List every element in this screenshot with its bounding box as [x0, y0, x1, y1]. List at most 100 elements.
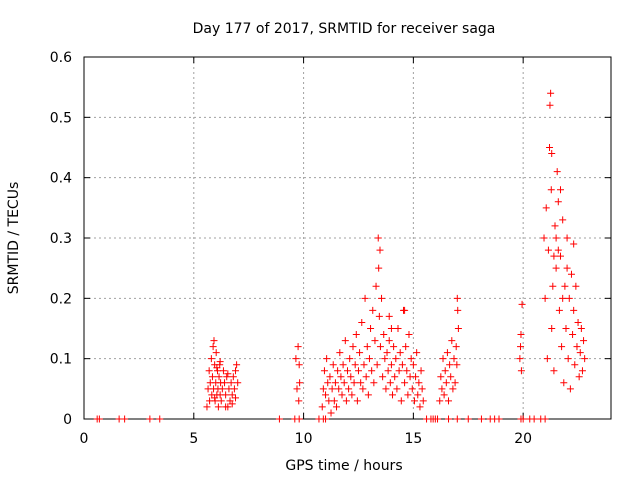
data-point	[495, 415, 503, 423]
data-point	[331, 379, 339, 387]
data-point	[392, 355, 400, 363]
data-point	[339, 361, 347, 369]
x-tick-label: 20	[514, 431, 532, 447]
data-point	[547, 89, 555, 97]
data-point	[293, 385, 301, 393]
data-point	[442, 379, 450, 387]
data-point	[295, 415, 303, 423]
data-point	[215, 373, 223, 381]
data-point	[275, 415, 283, 423]
data-point	[414, 391, 422, 399]
data-point	[570, 240, 578, 248]
data-point	[330, 397, 338, 405]
data-point	[350, 379, 358, 387]
chart-title: Day 177 of 2017, SRMTID for receiver sag…	[193, 21, 496, 37]
y-tick-label: 0.5	[50, 110, 72, 126]
data-point	[326, 373, 334, 381]
data-point	[454, 306, 462, 314]
data-point	[418, 385, 426, 393]
data-point	[228, 391, 236, 399]
data-point	[349, 343, 357, 351]
data-point	[318, 403, 326, 411]
data-point	[577, 325, 585, 332]
data-point	[517, 343, 525, 351]
data-point	[229, 373, 237, 381]
data-point	[207, 355, 215, 363]
data-point	[451, 379, 459, 387]
data-point	[227, 379, 235, 387]
data-point	[383, 349, 391, 357]
x-axis-label: GPS time / hours	[285, 458, 402, 474]
data-point	[295, 361, 303, 369]
data-point	[401, 379, 409, 387]
data-point	[218, 385, 226, 393]
data-point	[448, 337, 456, 345]
data-point	[354, 367, 362, 375]
data-points	[93, 89, 589, 423]
data-point	[572, 282, 580, 290]
data-point	[390, 343, 398, 351]
data-point	[576, 349, 584, 357]
data-point	[574, 318, 582, 326]
data-point	[395, 367, 403, 375]
data-point	[379, 373, 387, 381]
data-point	[580, 337, 588, 345]
data-point	[203, 403, 211, 411]
data-point	[517, 367, 525, 375]
data-point	[403, 367, 411, 375]
data-point	[393, 385, 401, 393]
data-point	[210, 337, 218, 345]
data-point	[375, 312, 383, 320]
data-point	[214, 403, 222, 411]
plot-frame	[83, 56, 612, 420]
x-tick-label: 5	[189, 431, 198, 447]
data-point	[530, 415, 538, 423]
data-point	[401, 306, 409, 314]
data-point	[552, 234, 560, 242]
data-point	[365, 355, 373, 363]
data-point	[292, 355, 300, 363]
data-point	[384, 367, 392, 375]
data-point	[544, 246, 552, 254]
data-point	[208, 373, 216, 381]
data-point	[562, 325, 570, 332]
data-point	[375, 264, 383, 272]
data-point	[541, 415, 549, 423]
axis-ticks: 0 5 10 15 20 0 0.1 0.2 0.3 0.4 0.5 0.6	[50, 50, 611, 447]
data-point	[453, 361, 461, 369]
data-point	[380, 331, 388, 339]
data-point	[370, 379, 378, 387]
x-tick-label: 10	[295, 431, 313, 447]
data-point	[446, 361, 454, 369]
data-point	[221, 379, 229, 387]
data-point	[233, 361, 241, 369]
data-point	[558, 343, 566, 351]
x-tick-label: 15	[404, 431, 422, 447]
data-point	[322, 415, 330, 423]
data-point	[550, 367, 558, 375]
data-point	[209, 343, 217, 351]
data-point	[566, 385, 574, 393]
data-point	[546, 144, 554, 151]
data-point	[336, 349, 344, 357]
data-point	[552, 264, 560, 272]
data-point	[573, 343, 581, 351]
data-point	[385, 312, 393, 320]
data-point	[567, 270, 575, 278]
data-point	[214, 367, 222, 375]
data-point	[578, 367, 586, 375]
data-point	[517, 331, 525, 339]
data-point	[445, 397, 453, 405]
data-point	[548, 325, 556, 332]
data-point	[569, 331, 577, 339]
data-point	[363, 343, 371, 351]
y-tick-label: 0.2	[50, 291, 72, 307]
data-point	[342, 397, 350, 405]
data-point	[372, 282, 380, 290]
data-point	[205, 367, 213, 375]
data-point	[224, 370, 232, 378]
data-point	[477, 415, 485, 423]
data-point	[386, 379, 394, 387]
data-point	[295, 397, 303, 405]
data-point	[156, 415, 164, 423]
